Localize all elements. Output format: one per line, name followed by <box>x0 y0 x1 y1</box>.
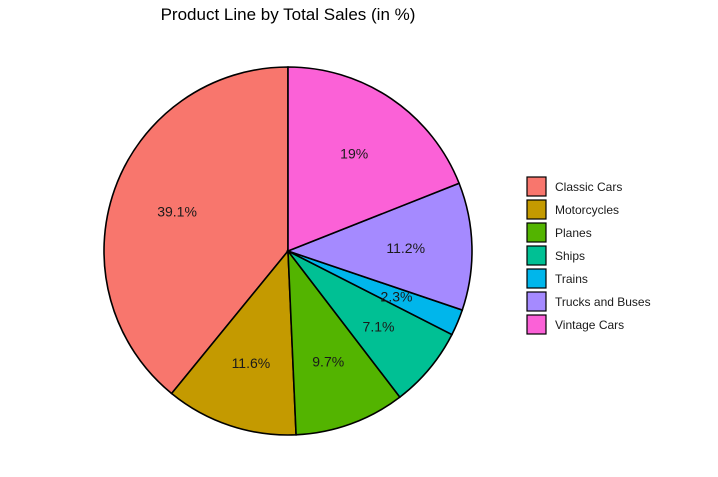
slice-label-planes: 9.7% <box>312 354 344 370</box>
legend-label-classic-cars: Classic Cars <box>555 180 622 194</box>
slice-label-trucks-and-buses: 11.2% <box>386 240 425 256</box>
pie-slices <box>103 66 473 436</box>
slice-label-classic-cars: 39.1% <box>157 203 197 219</box>
slice-classic-cars <box>103 66 289 395</box>
legend-key-ships <box>526 245 547 266</box>
slice-label-ships: 7.1% <box>363 318 395 334</box>
legend-key-classic-cars <box>526 176 547 197</box>
slice-trucks-and-buses <box>285 182 473 312</box>
slice-vintage-cars <box>287 66 461 253</box>
legend-label-trucks-and-buses: Trucks and Buses <box>555 295 651 309</box>
slice-planes <box>287 248 401 436</box>
slice-label-motorcycles: 11.6% <box>232 355 271 371</box>
legend-label-planes: Planes <box>555 226 592 240</box>
legend-label-motorcycles: Motorcycles <box>555 203 619 217</box>
legend-label-ships: Ships <box>555 249 585 263</box>
legend-key-vintage-cars <box>526 314 547 335</box>
legend-key-trucks-and-buses <box>526 291 547 312</box>
slice-motorcycles <box>170 248 297 436</box>
legend-key-planes <box>526 222 547 243</box>
chart-title: Product Line by Total Sales (in %) <box>161 5 416 24</box>
legend-label-vintage-cars: Vintage Cars <box>555 318 624 332</box>
legend-key-trains <box>526 268 547 289</box>
slice-label-vintage-cars: 19% <box>340 146 368 162</box>
legend-label-trains: Trains <box>555 272 588 286</box>
slice-label-trains: 2.3% <box>381 289 413 305</box>
legend-key-motorcycles <box>526 199 547 220</box>
legend: Classic Cars Motorcycles Planes Ships Trains… <box>526 176 651 335</box>
pie-slice-labels: 39.1% 11.6% 9.7% 7.1% 2.3% 11.2% 19% <box>157 146 425 371</box>
